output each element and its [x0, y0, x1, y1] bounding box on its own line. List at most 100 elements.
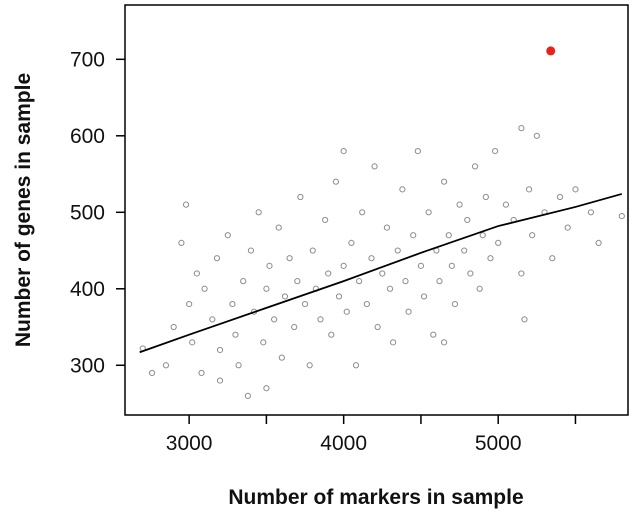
point: [182, 201, 190, 208]
point: [363, 300, 370, 308]
highlight-point: [546, 46, 556, 56]
x-tick-label: 4000: [320, 432, 367, 455]
point: [271, 316, 278, 323]
point: [281, 293, 289, 300]
point: [445, 232, 452, 239]
point: [348, 239, 355, 246]
point: [186, 300, 193, 308]
points: [139, 125, 625, 399]
point: [356, 278, 363, 285]
point: [410, 232, 417, 239]
point: [201, 285, 208, 292]
point: [352, 362, 360, 369]
point: [482, 193, 489, 201]
point: [518, 125, 525, 132]
point: [263, 285, 270, 292]
point: [533, 132, 540, 139]
point: [479, 232, 486, 239]
point: [587, 209, 595, 216]
point: [518, 270, 525, 277]
point: [275, 224, 282, 231]
point: [371, 163, 378, 170]
point: [224, 232, 231, 239]
point: [260, 339, 267, 346]
point: [340, 262, 347, 269]
point: [456, 201, 463, 208]
point: [213, 255, 221, 262]
point: [297, 193, 304, 201]
point: [487, 255, 494, 262]
point: [386, 285, 394, 292]
point: [240, 278, 247, 285]
point: [178, 239, 185, 246]
point: [322, 216, 329, 224]
point: [399, 186, 406, 193]
point: [255, 209, 262, 216]
point: [216, 346, 224, 354]
point: [441, 339, 448, 346]
point: [325, 270, 332, 277]
x-tick-label: 3000: [166, 432, 213, 455]
y-tick-label: 500: [70, 201, 105, 224]
point: [441, 178, 448, 185]
point: [618, 213, 625, 220]
point: [306, 362, 313, 369]
point: [549, 255, 556, 262]
point: [495, 239, 502, 246]
x-tick-label: 5000: [475, 432, 522, 455]
point: [420, 293, 428, 300]
point: [266, 262, 273, 269]
point: [436, 278, 443, 285]
point: [148, 369, 156, 377]
point: [564, 224, 571, 231]
point: [301, 300, 309, 308]
point: [394, 247, 401, 254]
point: [278, 354, 285, 361]
point: [340, 148, 347, 155]
point: [414, 148, 421, 155]
point: [229, 300, 236, 308]
point: [430, 331, 437, 338]
point: [556, 193, 564, 201]
point: [328, 331, 335, 338]
point: [162, 362, 170, 369]
point: [492, 148, 499, 155]
point: [402, 278, 409, 285]
point: [216, 377, 224, 384]
point: [425, 209, 432, 216]
point: [198, 369, 205, 377]
point: [405, 308, 412, 315]
point: [286, 255, 293, 262]
point: [521, 316, 528, 323]
point: [467, 270, 474, 277]
point: [525, 186, 533, 193]
y-axis-label: Number of genes in sample: [12, 73, 35, 347]
point: [390, 339, 397, 346]
y-tick-label: 600: [70, 125, 105, 148]
plot-frame: [124, 4, 629, 416]
point: [529, 232, 536, 239]
point: [235, 362, 242, 369]
point: [502, 201, 510, 208]
point: [383, 224, 391, 231]
point: [170, 323, 177, 331]
y-tick-label: 300: [70, 354, 105, 377]
point: [193, 270, 200, 277]
fit-line: [139, 193, 623, 354]
point: [368, 255, 375, 262]
x-axis-label: Number of markers in sample: [228, 486, 523, 509]
point: [471, 163, 479, 170]
point: [464, 216, 471, 224]
point: [451, 300, 459, 308]
point: [291, 323, 298, 331]
point: [572, 186, 579, 193]
point: [417, 262, 425, 269]
point: [294, 278, 301, 285]
point: [374, 323, 381, 331]
point: [595, 239, 602, 246]
point: [379, 270, 386, 277]
y-tick-label: 400: [70, 278, 105, 301]
point: [448, 262, 455, 269]
point: [309, 247, 316, 254]
